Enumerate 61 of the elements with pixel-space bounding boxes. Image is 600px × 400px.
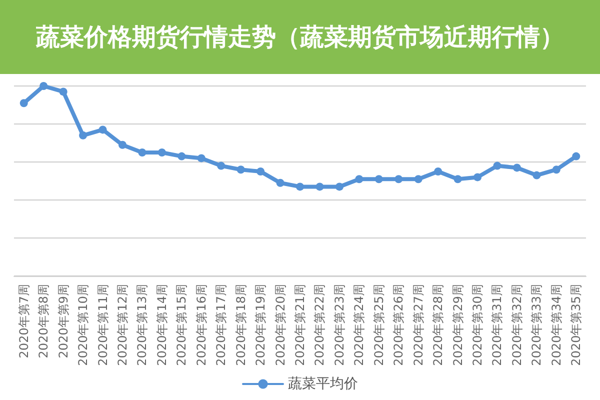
x-tick-label: 2020年第26周 xyxy=(392,284,406,366)
x-tick-label: 2020年第24周 xyxy=(352,284,366,366)
legend-label: 蔬菜平均价 xyxy=(288,376,358,392)
x-tick-label: 2020年第10周 xyxy=(76,284,90,366)
point xyxy=(197,154,206,162)
point xyxy=(552,166,560,174)
point xyxy=(79,131,88,140)
x-tick-label: 2020年第34周 xyxy=(549,284,564,366)
x-tick-label: 2020年第20周 xyxy=(273,284,288,366)
x-tick-label: 2020年第9周 xyxy=(56,284,70,358)
point xyxy=(40,82,48,90)
x-tick-label: 2020年第33周 xyxy=(530,284,544,366)
point xyxy=(316,182,324,191)
x-tick-label: 2020年第15周 xyxy=(174,284,189,366)
point xyxy=(20,99,28,108)
x-tick-label: 2020年第18周 xyxy=(234,284,248,366)
point xyxy=(394,175,403,184)
x-tick-label: 2020年第21周 xyxy=(293,284,307,366)
point xyxy=(276,178,284,187)
x-tick-label: 2020年第8周 xyxy=(36,284,51,358)
point xyxy=(474,173,482,182)
x-tick-label: 2020年第27周 xyxy=(411,284,426,366)
x-tick-label: 2020年第17周 xyxy=(214,284,228,366)
point xyxy=(335,182,344,191)
point xyxy=(217,162,226,170)
point xyxy=(158,148,166,156)
point xyxy=(434,168,442,176)
point xyxy=(414,175,422,184)
x-tick-label: 2020年第11周 xyxy=(96,284,110,366)
chart-title: 蔬菜价格期货行情走势（蔬菜期货市场近期行情） xyxy=(36,22,564,52)
x-tick-label: 2020年第25周 xyxy=(372,284,386,366)
point xyxy=(59,88,68,96)
x-tick-label: 2020年第35周 xyxy=(569,284,584,366)
x-tick-label: 2020年第23周 xyxy=(332,284,346,366)
title-banner: 蔬菜价格期货行情走势（蔬菜期货市场近期行情） xyxy=(0,0,600,74)
point xyxy=(178,152,186,160)
x-tick-label: 2020年第14周 xyxy=(154,284,169,366)
point xyxy=(118,140,126,149)
point xyxy=(98,126,107,134)
x-tick-label: 2020年第22周 xyxy=(312,284,327,366)
x-tick-label: 2020年第31周 xyxy=(490,284,504,366)
point xyxy=(256,168,265,176)
x-tick-label: 2020年第16周 xyxy=(194,284,208,366)
x-tick-label: 2020年第32周 xyxy=(510,284,524,366)
x-tick-label: 2020年第13周 xyxy=(135,284,150,366)
x-tick-label: 2020年第28周 xyxy=(431,284,446,366)
x-tick-label: 2020年第29周 xyxy=(450,284,465,366)
x-tick-label: 2020年第30周 xyxy=(470,284,485,366)
x-tick-label: 2020年第12周 xyxy=(115,284,130,366)
point xyxy=(572,152,580,160)
point xyxy=(138,148,146,156)
point xyxy=(493,162,502,170)
point xyxy=(454,175,462,184)
point xyxy=(236,166,245,174)
point xyxy=(296,182,304,191)
point xyxy=(374,175,383,184)
point xyxy=(355,175,364,184)
x-tick-label: 2020年第7周 xyxy=(16,284,31,358)
point xyxy=(532,171,541,180)
point xyxy=(512,164,521,172)
x-tick-label: 2020年第19周 xyxy=(254,284,268,366)
